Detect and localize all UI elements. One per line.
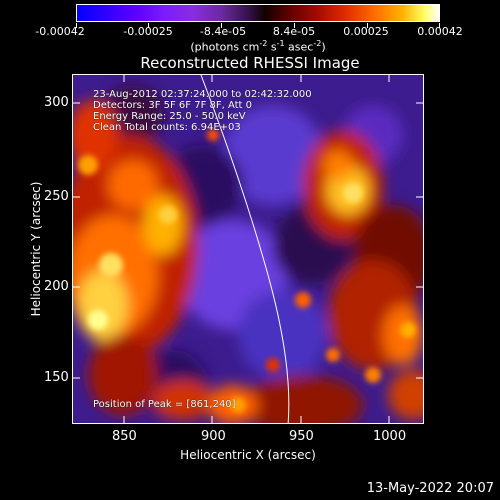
units-part: s bbox=[267, 40, 277, 54]
plot-timestamp: 13-May-2022 20:07 bbox=[366, 481, 494, 496]
peak-position: Position of Peak = [861,240] bbox=[93, 399, 236, 410]
colorbar-tick-label: 0.00042 bbox=[417, 25, 463, 38]
info-time: 23-Aug-2012 02:37:24.000 to 02:42:32.000 bbox=[93, 89, 312, 100]
colorbar-tick bbox=[148, 23, 149, 28]
y-tick-label: 300 bbox=[44, 95, 69, 110]
colorbar-tick bbox=[76, 23, 77, 28]
x-tick-label: 900 bbox=[201, 429, 226, 444]
y-tick-label: 150 bbox=[44, 370, 69, 385]
limb-line bbox=[200, 75, 290, 423]
x-tick-label: 1000 bbox=[373, 429, 407, 444]
heatmap-image bbox=[73, 75, 423, 423]
units-exponent: -2 bbox=[259, 39, 268, 48]
colorbar-tick bbox=[439, 23, 440, 28]
colorbar-units: (photons cm-2 s-1 asec-2) bbox=[190, 38, 325, 54]
colorbar-tick bbox=[221, 23, 222, 28]
image-plot-area: 23-Aug-2012 02:37:24.000 to 02:42:32.000… bbox=[72, 74, 424, 424]
info-energy: Energy Range: 25.0 - 50.0 keV bbox=[93, 111, 246, 122]
units-part: (photons cm bbox=[190, 40, 260, 54]
x-axis-label: Heliocentric X (arcsec) bbox=[180, 448, 316, 462]
colorbar-tick-label: -0.00042 bbox=[35, 25, 85, 38]
y-tick-label: 250 bbox=[44, 189, 69, 204]
units-part: ) bbox=[321, 40, 326, 54]
plot-title: Reconstructed RHESSI Image bbox=[140, 54, 360, 72]
colorbar-tick-label: -0.00025 bbox=[123, 25, 173, 38]
y-axis-label: Heliocentric Y (arcsec) bbox=[29, 181, 43, 317]
units-exponent: -2 bbox=[313, 39, 322, 48]
colorbar-tick-label: 0.00025 bbox=[343, 25, 389, 38]
colorbar-tick-label: 8.4e-05 bbox=[272, 25, 316, 38]
y-tick-label: 200 bbox=[44, 279, 69, 294]
units-part: asec bbox=[284, 40, 314, 54]
x-tick-label: 950 bbox=[289, 429, 314, 444]
x-tick-label: 850 bbox=[112, 429, 137, 444]
colorbar-tick-label: -8.4e-05 bbox=[199, 25, 247, 38]
info-detectors: Detectors: 3F 5F 6F 7F 8F, Att 0 bbox=[93, 100, 253, 111]
info-clean: Clean Total counts: 6.94E+03 bbox=[93, 122, 241, 133]
colorbar-gradient bbox=[77, 5, 439, 21]
colorbar bbox=[76, 4, 440, 22]
colorbar-tick bbox=[294, 23, 295, 28]
units-exponent: -1 bbox=[276, 39, 285, 48]
colorbar-tick bbox=[367, 23, 368, 28]
